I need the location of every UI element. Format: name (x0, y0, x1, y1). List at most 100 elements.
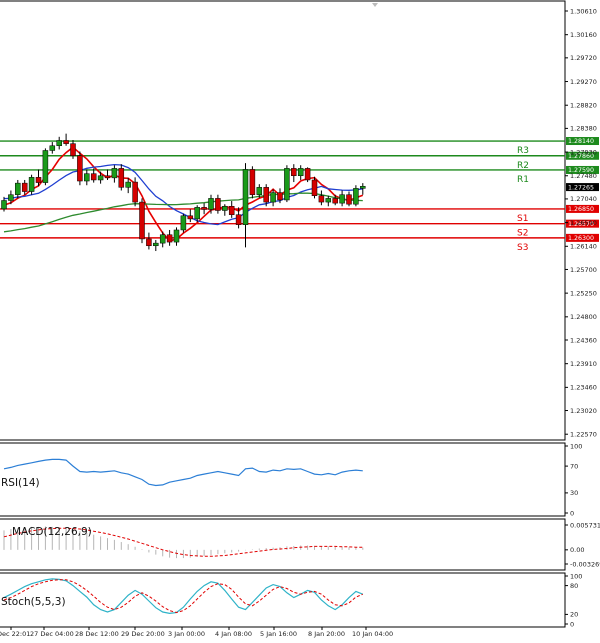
rsi-tick-label: 0 (570, 509, 574, 517)
price-tick-label: 1.29270 (570, 78, 597, 86)
moving-average-line (3, 192, 363, 233)
candle-body[interactable] (15, 182, 21, 195)
level-price-box (566, 151, 599, 160)
price-axis: 1.30610 1.30160 1.29720 1.29270 1.28820 1.283… (565, 7, 597, 439)
price-tick-label: 1.23910 (570, 360, 597, 368)
candle-body[interactable] (291, 168, 297, 177)
time-tick-label: 28 Dec 12:00 (75, 630, 119, 638)
candle-body[interactable] (153, 242, 159, 247)
candle-body[interactable] (194, 207, 200, 220)
stoch-tick-label: 20 (570, 611, 578, 619)
time-tick-label: 27 Dec 04:00 (30, 630, 74, 638)
price-tick-label: 1.28380 (570, 125, 597, 133)
rsi-panel: 100 70 30 0 RSI(14) (1, 442, 582, 517)
candle-body[interactable] (256, 187, 263, 195)
current-price-label: 1.27265 (568, 184, 594, 191)
stoch-tick-label: 80 (570, 582, 578, 590)
level-label-r2: R2 (517, 161, 529, 171)
candle-body[interactable] (111, 168, 118, 179)
price-tick-label: 1.29720 (570, 54, 597, 62)
candle-body[interactable] (173, 229, 180, 243)
candle-body[interactable] (90, 173, 97, 181)
candle-body[interactable] (28, 177, 35, 192)
candle-body[interactable] (8, 194, 14, 201)
candle-body[interactable] (21, 182, 28, 192)
price-tick-label: 1.28820 (570, 102, 597, 110)
level-price-label: 1.26850 (568, 206, 594, 213)
candle-body[interactable] (304, 168, 311, 181)
candle-body[interactable] (35, 177, 42, 183)
candle-body[interactable] (77, 155, 83, 182)
rsi-tick-label: 100 (570, 442, 582, 450)
candle-body[interactable] (215, 198, 221, 211)
level-price-box (566, 137, 599, 146)
candle-body[interactable] (166, 234, 173, 243)
candle-body[interactable] (297, 168, 304, 177)
candle-body[interactable] (97, 175, 104, 181)
candle-body[interactable] (159, 234, 166, 244)
rsi-line (3, 458, 363, 487)
candle-body[interactable] (270, 192, 276, 203)
candle-body[interactable] (249, 169, 256, 195)
candle-body[interactable] (84, 173, 90, 182)
price-tick-label: 1.25700 (570, 266, 597, 274)
level-price-label: 1.27860 (568, 153, 594, 160)
level-label-r1: R1 (517, 175, 529, 185)
price-tick-label: 1.26590 (570, 219, 597, 227)
candle-body[interactable] (146, 238, 152, 247)
candle-body[interactable] (325, 198, 332, 203)
candle-body[interactable] (222, 206, 228, 211)
candle-body[interactable] (235, 214, 242, 225)
candle-body[interactable] (56, 140, 62, 147)
candle-body[interactable] (339, 194, 345, 204)
candle-body[interactable] (277, 192, 283, 201)
price-tick-label: 1.26140 (570, 243, 597, 251)
time-tick-label: 29 Dec 20:00 (121, 630, 165, 638)
candle-body[interactable] (1, 200, 7, 210)
panel-frames (0, 0, 566, 628)
price-tick-label: 1.25250 (570, 289, 597, 297)
rsi-tick-label: 70 (570, 462, 578, 470)
candle-body[interactable] (242, 169, 249, 225)
support-resistance-levels: R3 1.28140 R2 1.27860 R1 1.27590 S1 1.26850 S2 1.… (0, 137, 599, 253)
candle-body[interactable] (63, 140, 69, 144)
candle-body[interactable] (353, 188, 359, 205)
candle-body[interactable] (360, 186, 366, 189)
panel-frame (0, 572, 566, 628)
candle-body[interactable] (187, 215, 194, 220)
level-price-label: 1.26300 (568, 235, 594, 242)
time-tick-label: 10 Jan 04:00 (352, 630, 393, 638)
candle-body[interactable] (284, 168, 290, 201)
candle-body[interactable] (201, 207, 207, 210)
stoch-tick-label: 100 (570, 572, 582, 580)
candle-body[interactable] (70, 143, 76, 157)
level-price-box (566, 165, 599, 174)
shift-marker-icon (372, 3, 378, 7)
candle-body[interactable] (125, 181, 131, 188)
candle-body[interactable] (180, 215, 187, 231)
candle-body[interactable] (49, 145, 56, 151)
candle-body[interactable] (263, 187, 269, 203)
macd-tick-label: -0.003269 (570, 560, 600, 568)
candle-body[interactable] (104, 175, 111, 179)
price-tick-label: 1.30610 (570, 7, 597, 15)
candle-body[interactable] (318, 195, 325, 203)
candle-body[interactable] (228, 206, 235, 215)
macd-tick-label: 0.005731 (570, 521, 600, 529)
candle-body[interactable] (132, 181, 138, 203)
price-tick-label: 1.27040 (570, 195, 597, 203)
candle-body[interactable] (311, 179, 318, 197)
candle-body[interactable] (346, 194, 352, 205)
candle-body[interactable] (208, 198, 214, 210)
candle-body[interactable] (118, 168, 125, 188)
candlesticks[interactable] (1, 133, 366, 252)
time-axis: Dec 22:01 27 Dec 04:00 28 Dec 12:00 29 Dec … (0, 627, 393, 638)
candle-body[interactable] (139, 201, 145, 240)
candle-body[interactable] (332, 198, 338, 204)
price-tick-label: 1.27930 (570, 148, 597, 156)
panel-frame (0, 0, 566, 441)
level-label-r3: R3 (517, 146, 529, 156)
moving-average-line (3, 146, 364, 242)
panel-frame (0, 442, 566, 517)
candle-body[interactable] (42, 150, 49, 183)
